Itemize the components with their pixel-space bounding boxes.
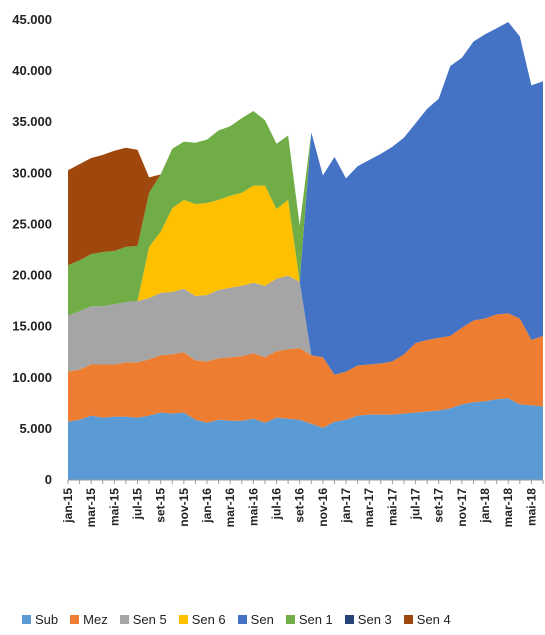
area-series-group <box>68 22 543 480</box>
legend-swatch <box>178 615 188 624</box>
area-sen-5 <box>68 275 543 375</box>
x-tick-label: jan-17 <box>339 488 353 524</box>
legend-label: Sen 6 <box>191 612 226 627</box>
x-tick-label: jan-15 <box>61 488 75 524</box>
x-tick-label: jan-18 <box>478 488 492 524</box>
chart-legend: Sub Mez Sen 5 Sen 6 Sen Sen 1 Sen 3 Sen 4 <box>22 612 451 627</box>
legend-item: Sen 1 <box>285 612 333 627</box>
x-tick-label: jan-16 <box>200 488 214 524</box>
x-tick-label: mar-15 <box>84 488 98 528</box>
x-tick-label: jul-15 <box>131 488 145 521</box>
legend-swatch <box>344 615 354 624</box>
area-mez <box>68 313 543 428</box>
legend-swatch <box>285 615 295 624</box>
legend-item: Mez <box>70 612 108 627</box>
x-tick-label: set-17 <box>432 488 446 523</box>
y-tick-label: 10.000 <box>12 370 52 385</box>
x-tick-label: mai-16 <box>246 488 260 526</box>
legend-item: Sen 3 <box>344 612 392 627</box>
legend-item: Sen 6 <box>178 612 226 627</box>
legend-label: Sen 4 <box>416 612 451 627</box>
area-sen <box>68 22 543 375</box>
legend-label: Sen <box>250 612 274 627</box>
x-tick-label: nov-17 <box>455 488 469 527</box>
legend-swatch <box>22 615 31 624</box>
stacked-area-chart: 0 5.000 10.000 15.000 20.000 25.000 30.000 35.0… <box>12 12 544 528</box>
y-tick-label: 15.000 <box>12 319 52 334</box>
x-tick-label: mai-18 <box>524 488 538 526</box>
x-tick-label: nov-16 <box>316 488 330 527</box>
legend-swatch <box>119 615 129 624</box>
area-sen-4 <box>68 22 543 266</box>
x-tick-label: jul-17 <box>409 488 423 521</box>
x-tick-label: mai-17 <box>385 488 399 526</box>
legend-label: Sen 3 <box>357 612 392 627</box>
x-tick-label: mar-16 <box>223 488 237 528</box>
x-tick-label: mai-15 <box>107 488 121 526</box>
legend-item: Sen 4 <box>403 612 451 627</box>
x-tick-label: jul-16 <box>270 488 284 521</box>
legend-item: Sub <box>22 612 58 627</box>
legend-label: Sen 1 <box>298 612 333 627</box>
x-tick-label: set-15 <box>154 488 168 523</box>
legend-item: Sen <box>237 612 274 627</box>
area-sub <box>68 398 543 480</box>
y-tick-label: 35.000 <box>12 114 52 129</box>
legend-swatch <box>70 615 80 624</box>
y-tick-label: 40.000 <box>12 63 52 78</box>
legend-label: Mez <box>83 612 108 627</box>
area-sen-6 <box>68 185 543 375</box>
y-tick-label: 30.000 <box>12 165 52 180</box>
area-sen-1 <box>68 22 543 316</box>
y-axis: 0 5.000 10.000 15.000 20.000 25.000 30.000 35.0… <box>12 12 52 487</box>
x-tick-label: nov-15 <box>177 488 191 527</box>
legend-swatch <box>403 615 413 624</box>
y-tick-label: 45.000 <box>12 12 52 27</box>
x-tick-label: set-16 <box>293 488 307 523</box>
x-tick-label: mar-18 <box>501 488 515 528</box>
y-tick-label: 5.000 <box>19 421 52 436</box>
y-tick-label: 20.000 <box>12 268 52 283</box>
y-tick-label: 0 <box>45 472 52 487</box>
legend-label: Sen 5 <box>132 612 167 627</box>
x-tick-label: mar-17 <box>362 488 376 528</box>
legend-label: Sub <box>35 612 59 627</box>
legend-item: Sen 5 <box>119 612 167 627</box>
legend-swatch <box>237 615 247 624</box>
y-tick-label: 25.000 <box>12 216 52 231</box>
x-axis: jan-15 mar-15 mai-15 jul-15 set-15 nov-15 jan-… <box>61 479 544 528</box>
